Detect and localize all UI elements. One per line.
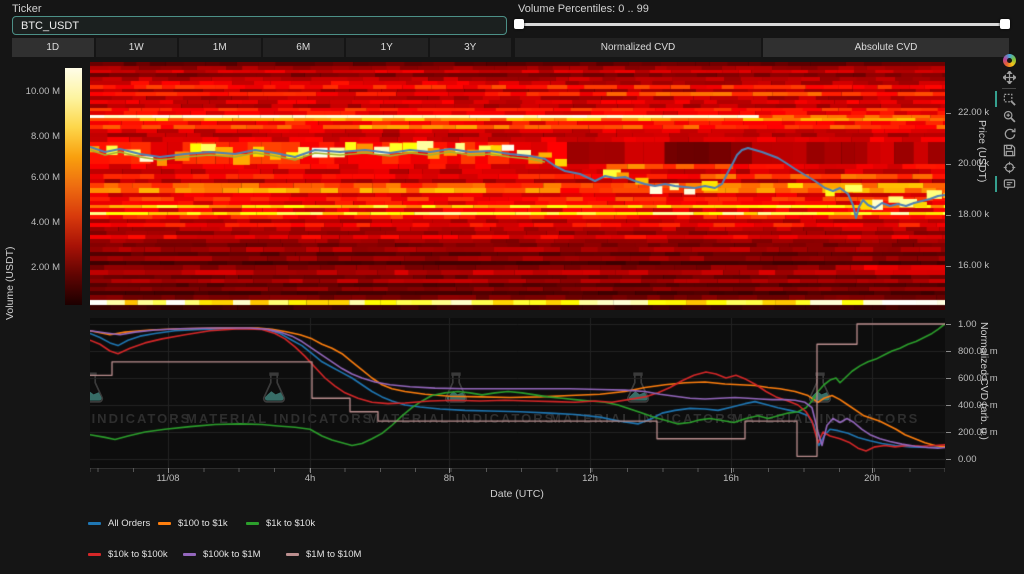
time-button-1m[interactable]: 1M — [179, 38, 261, 57]
time-button-1d[interactable]: 1D — [12, 38, 94, 57]
time-button-3y[interactable]: 3Y — [429, 38, 511, 57]
legend-label: All Orders — [108, 518, 151, 529]
volume-axis-title: Volume (USDT) — [4, 246, 16, 320]
volume-tick-label: 4.00 M — [30, 216, 60, 228]
tick-mark — [946, 432, 951, 433]
bokeh-toolbar — [995, 52, 1021, 193]
legend-swatch — [88, 553, 101, 556]
legend-item--100k-to-1m[interactable]: $100k to $1M — [183, 549, 261, 560]
hover-icon[interactable] — [995, 176, 1021, 193]
cvd-tick-label: 1.00 — [958, 319, 977, 330]
slider-handle-min[interactable] — [514, 19, 524, 29]
tick-mark — [946, 405, 951, 406]
pan-icon[interactable] — [997, 69, 1021, 86]
box-zoom-icon[interactable] — [995, 91, 1021, 108]
legend-item--100-to-1k[interactable]: $100 to $1k — [158, 518, 228, 529]
price-tick-label: 20.00 k — [958, 158, 990, 169]
tick-mark — [168, 468, 169, 473]
price-tick-label: 16.00 k — [958, 260, 990, 271]
tick-mark — [946, 459, 951, 460]
x-axis-minor-ticks — [90, 468, 945, 472]
legend-label: $1M to $10M — [306, 549, 362, 560]
tick-mark — [310, 468, 311, 473]
cvd-tick-label: 200.00 m — [958, 427, 998, 438]
volume-tick-label: 10.00 M — [25, 85, 60, 97]
slider-handle-max[interactable] — [1000, 19, 1010, 29]
legend-item--10k-to-100k[interactable]: $10k to $100k — [88, 549, 168, 560]
cvd-mode-button-group: Normalized CVD Absolute CVD — [515, 38, 1009, 57]
tick-mark — [731, 468, 732, 473]
x-tick-label: 16h — [723, 473, 739, 484]
tick-mark — [946, 215, 951, 216]
time-button-1w[interactable]: 1W — [95, 38, 177, 57]
x-tick-label: 11/08 — [156, 473, 180, 484]
price-axis-title: Price (USDT) — [976, 120, 988, 183]
save-icon[interactable] — [997, 142, 1021, 159]
cvd-button-normalized-cvd[interactable]: Normalized CVD — [515, 38, 761, 57]
legend-swatch — [88, 522, 101, 525]
volume-percentiles-label: Volume Percentiles: 0 .. 99 — [518, 3, 649, 15]
cvd-tick-label: 400.00 m — [958, 400, 998, 411]
legend-label: $100 to $1k — [178, 518, 228, 529]
volume-heatmap[interactable] — [90, 62, 945, 310]
cvd-button-absolute-cvd[interactable]: Absolute CVD — [763, 38, 1009, 57]
time-button-1y[interactable]: 1Y — [346, 38, 428, 57]
volume-colorbar — [65, 68, 82, 305]
cvd-line-chart[interactable] — [90, 318, 945, 468]
legend-label: $10k to $100k — [108, 549, 168, 560]
legend-item-all-orders[interactable]: All Orders — [88, 518, 150, 529]
legend-swatch — [286, 553, 299, 556]
tick-mark — [946, 266, 951, 267]
tick-mark — [872, 468, 873, 473]
cvd-tick-label: 600.00 m — [958, 373, 998, 384]
tick-mark — [946, 164, 951, 165]
tick-mark — [946, 324, 951, 325]
price-tick-label: 22.00 k — [958, 107, 990, 118]
legend-item--1k-to-10k[interactable]: $1k to $10k — [246, 518, 315, 529]
volume-tick-label: 8.00 M — [30, 130, 60, 142]
legend-swatch — [246, 522, 259, 525]
tick-mark — [946, 113, 951, 114]
x-tick-label: 12h — [582, 473, 598, 484]
reset-icon[interactable] — [997, 125, 1021, 142]
tick-mark — [449, 468, 450, 473]
wheel-zoom-icon[interactable] — [997, 108, 1021, 125]
cvd-axis-title: Normalized CVD (arb. u.) — [978, 322, 990, 440]
bokeh-logo — [997, 52, 1021, 69]
cvd-tick-label: 0.00 — [958, 454, 977, 465]
ticker-label: Ticker — [12, 3, 42, 15]
volume-tick-label: 6.00 M — [30, 171, 60, 183]
price-tick-label: 18.00 k — [958, 209, 990, 220]
tick-mark — [946, 378, 951, 379]
cvd-tick-label: 800.00 m — [958, 346, 998, 357]
legend-label: $100k to $1M — [203, 549, 261, 560]
tick-mark — [590, 468, 591, 473]
legend-swatch — [183, 553, 196, 556]
tick-mark — [946, 351, 951, 352]
x-tick-label: 4h — [304, 473, 316, 484]
toolbar-separator — [1002, 88, 1016, 89]
volume-tick-label: 2.00 M — [30, 262, 60, 274]
legend-swatch — [158, 522, 171, 525]
legend-item--1m-to-10m[interactable]: $1M to $10M — [286, 549, 361, 560]
x-tick-label: 8h — [443, 473, 455, 484]
legend-label: $1k to $10k — [266, 518, 316, 529]
crosshair-icon[interactable] — [997, 159, 1021, 176]
time-button-6m[interactable]: 6M — [262, 38, 344, 57]
timeframe-button-group: 1D 1W 1M 6M 1Y 3Y — [12, 38, 511, 57]
volume-percentiles-slider[interactable] — [514, 19, 1010, 29]
x-tick-label: 20h — [864, 473, 880, 484]
ticker-input[interactable] — [12, 16, 507, 35]
date-axis-title: Date (UTC) — [490, 488, 544, 500]
